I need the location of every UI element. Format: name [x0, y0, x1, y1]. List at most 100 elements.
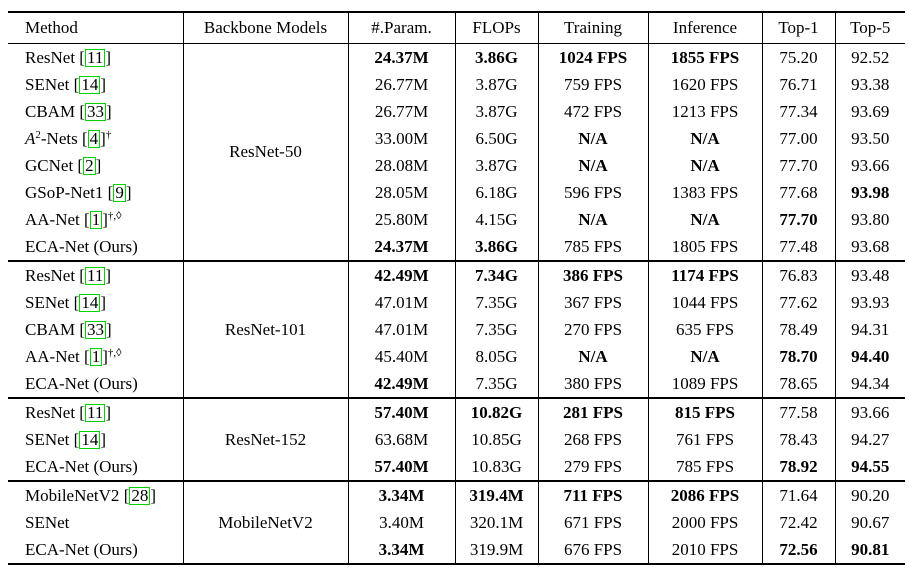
citation-link[interactable]: 11	[84, 265, 106, 285]
top5-cell: 93.38	[834, 71, 905, 98]
inference-cell: 1383 FPS	[647, 179, 762, 206]
table-row: CBAM [33] 26.77M 3.87G 472 FPS 1213 FPS 77.34…	[8, 98, 905, 125]
top1-cell: 76.71	[761, 71, 835, 98]
params-cell: 28.08M	[347, 152, 455, 179]
params-cell: 33.00M	[347, 125, 455, 152]
flops-cell: 3.86G	[454, 43, 538, 71]
params-cell: 24.37M	[347, 233, 455, 261]
inference-cell: 1855 FPS	[647, 43, 762, 71]
flops-cell: 6.50G	[454, 125, 538, 152]
top5-cell: 94.27	[834, 426, 905, 453]
citation-link[interactable]: 11	[84, 402, 106, 422]
params-cell: 47.01M	[347, 316, 455, 343]
backbone-cell: ResNet-101	[182, 260, 348, 398]
method-cell: A2-Nets [4]†	[25, 128, 112, 148]
top1-cell: 72.56	[761, 536, 835, 564]
backbone-cell: ResNet-50	[182, 43, 348, 261]
flops-cell: 7.35G	[454, 289, 538, 316]
inference-cell: 761 FPS	[647, 426, 762, 453]
flops-cell: 10.82G	[454, 397, 538, 426]
training-cell: 270 FPS	[537, 316, 648, 343]
column-header-params: #.Param.	[347, 12, 455, 44]
column-header-top1: Top-1	[761, 12, 835, 44]
training-cell: 785 FPS	[537, 233, 648, 261]
citation-link[interactable]: 2	[83, 155, 96, 175]
params-cell: 63.68M	[347, 426, 455, 453]
method-cell: ResNet [11]	[8, 260, 183, 289]
top1-cell: 78.70	[761, 343, 835, 370]
top5-cell: 93.50	[834, 125, 905, 152]
flops-cell: 3.87G	[454, 98, 538, 125]
training-cell: 281 FPS	[537, 397, 648, 426]
inference-cell: 2086 FPS	[647, 480, 762, 509]
citation-link[interactable]: 28	[129, 485, 151, 505]
training-cell: 596 FPS	[537, 179, 648, 206]
method-superscript: †,◊	[107, 346, 122, 359]
params-cell: 42.49M	[347, 370, 455, 398]
method-cell: GSoP-Net1 [9]	[25, 182, 132, 202]
table-row: ResNet [11] ResNet-50 24.37M 3.86G 1024 FPS 1…	[8, 43, 905, 261]
table-row: AA-Net [1]†,◊ 25.80M 4.15G N/A N/A 77.70 93.80	[8, 206, 905, 233]
top1-cell: 77.62	[761, 289, 835, 316]
citation-link[interactable]: 33	[85, 101, 106, 121]
citation-link[interactable]: 14	[79, 429, 101, 449]
flops-cell: 8.05G	[454, 343, 538, 370]
params-cell: 3.34M	[347, 536, 455, 564]
inference-cell: 2010 FPS	[647, 536, 762, 564]
table-row: SENet [14] 63.68M 10.85G 268 FPS 761 FPS 78.4…	[8, 426, 905, 453]
top5-cell: 94.40	[834, 343, 905, 370]
flops-cell: 10.85G	[454, 426, 538, 453]
citation-link[interactable]: 11	[84, 47, 106, 67]
method-cell: SENet	[25, 512, 70, 532]
inference-cell: 1089 FPS	[647, 370, 762, 398]
training-cell: 367 FPS	[537, 289, 648, 316]
params-cell: 24.37M	[347, 43, 455, 71]
method-superscript: †	[105, 128, 112, 141]
flops-cell: 319.9M	[454, 536, 538, 564]
top1-cell: 72.42	[761, 509, 835, 536]
training-cell: 472 FPS	[537, 98, 648, 125]
flops-cell: 7.34G	[454, 260, 538, 289]
table-row: ResNet [11] ResNet-152 57.40M 10.82G 281 FPS…	[8, 397, 905, 481]
citation-link[interactable]: 33	[85, 319, 106, 339]
citation-link[interactable]: 14	[79, 292, 101, 312]
top5-cell: 93.93	[834, 289, 905, 316]
table-row: A2-Nets [4]† 33.00M 6.50G N/A N/A 77.00 93.50	[8, 125, 905, 152]
citation-link[interactable]: 9	[113, 182, 126, 202]
table-row: GCNet [2] 28.08M 3.87G N/A N/A 77.70 93.66	[8, 152, 905, 179]
training-cell: N/A	[537, 125, 648, 152]
training-cell: N/A	[537, 206, 648, 233]
citation-link[interactable]: 1	[89, 209, 103, 229]
top1-cell: 78.65	[761, 370, 835, 398]
top1-cell: 78.43	[761, 426, 835, 453]
flops-cell: 7.35G	[454, 370, 538, 398]
flops-cell: 7.35G	[454, 316, 538, 343]
method-cell: ResNet [11]	[8, 397, 183, 426]
inference-cell: N/A	[647, 343, 762, 370]
training-cell: 386 FPS	[537, 260, 648, 289]
flops-cell: 10.83G	[454, 453, 538, 481]
table-row: MobileNetV2 [28] MobileNetV2 3.34M 319.4M 71…	[8, 480, 905, 564]
table-row: CBAM [33] 47.01M 7.35G 270 FPS 635 FPS 78.49 9…	[8, 316, 905, 343]
inference-cell: 1805 FPS	[647, 233, 762, 261]
top5-cell: 93.48	[834, 260, 905, 289]
inference-cell: 815 FPS	[647, 397, 762, 426]
top1-cell: 77.48	[761, 233, 835, 261]
citation-link[interactable]: 4	[87, 128, 101, 148]
method-cell: CBAM [33]	[25, 101, 112, 121]
method-cell: SENet [14]	[25, 429, 106, 449]
column-header-flops: FLOPs	[454, 12, 538, 44]
top5-cell: 93.66	[834, 152, 905, 179]
top5-cell: 94.55	[834, 453, 905, 481]
citation-link[interactable]: 1	[89, 346, 103, 366]
column-header-backbone: Backbone Models	[182, 12, 348, 44]
top1-cell: 76.83	[761, 260, 835, 289]
training-cell: 279 FPS	[537, 453, 648, 481]
top1-cell: 75.20	[761, 43, 835, 71]
inference-cell: N/A	[647, 206, 762, 233]
backbone-cell: ResNet-152	[182, 397, 348, 481]
citation-link[interactable]: 14	[79, 74, 101, 94]
training-cell: 380 FPS	[537, 370, 648, 398]
method-cell: AA-Net [1]†,◊	[25, 346, 122, 366]
table-row: ECA-Net (Ours) 42.49M 7.35G 380 FPS 1089 FPS…	[8, 370, 905, 398]
